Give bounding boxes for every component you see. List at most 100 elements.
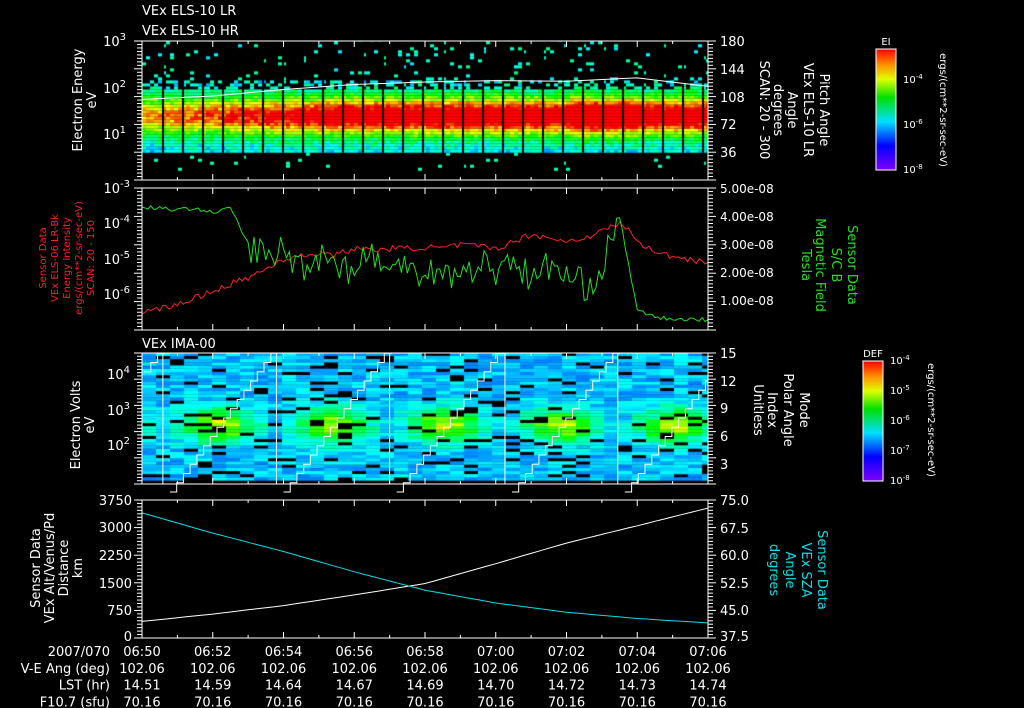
- els-rtick-label: 72: [720, 118, 737, 133]
- els-panel-frame: [141, 40, 709, 181]
- mag-panel-frame: [141, 187, 709, 331]
- mag-llabel: VEx ELS-06 LR-Bk: [50, 214, 61, 302]
- time-axis-value: 14.72: [548, 679, 585, 694]
- energy-intensity-line: [141, 221, 709, 315]
- mag-rtick-label: 1.00e-08: [720, 294, 774, 308]
- time-axis-value: 07:06: [689, 645, 726, 660]
- orbit-rtick-label: 75.0: [720, 494, 749, 509]
- polar-angle-index-line: [512, 352, 627, 493]
- orbit-llabel: Distance: [57, 540, 72, 597]
- orbit-rlabel: degrees: [766, 544, 781, 597]
- time-axis-value: 102.06: [544, 662, 590, 677]
- time-axis-value: 14.67: [336, 679, 373, 694]
- ima-title: VEx IMA-00: [142, 337, 216, 352]
- def-colorbar-tick: 10-7: [890, 444, 910, 457]
- ima-rtick-label: 15: [720, 347, 737, 362]
- time-axis-value: 07:02: [548, 645, 585, 660]
- els-rtick-label: 144: [720, 63, 745, 78]
- els-rlabel: degrees: [770, 84, 785, 137]
- polar-angle-index-line: [283, 352, 398, 493]
- axis-ticks: [134, 40, 716, 639]
- time-axis-value: 70.16: [123, 695, 160, 708]
- ima-yunits: eV: [83, 416, 98, 433]
- ima-ytick-label: 103: [107, 401, 130, 419]
- ima-spectrogram-image: [142, 353, 708, 484]
- time-axis-value: 102.06: [119, 662, 165, 677]
- time-axis-value: 07:04: [619, 645, 656, 660]
- time-axis-value: 102.06: [332, 662, 378, 677]
- mag-rtick-label: 3.00e-08: [720, 238, 774, 252]
- distance-line: [141, 507, 709, 622]
- ima-ytick-label: 102: [107, 436, 130, 454]
- ima-rlabel: Mode: [796, 392, 811, 427]
- ima-rlabel: Unitless: [750, 384, 765, 436]
- orbit-llabel: Sensor Data: [29, 528, 44, 608]
- time-axis-value: 102.06: [190, 662, 236, 677]
- mag-ytick-label: 10-6: [103, 285, 130, 303]
- polar-angle-index-line: [396, 352, 511, 493]
- orbit-rlabel: Angle: [782, 552, 797, 589]
- ei-colorbar-tick: 10-4: [903, 73, 923, 86]
- mag-rlabel: Tesla: [798, 248, 813, 281]
- els-yunits: eV: [85, 91, 100, 108]
- sza-line: [141, 512, 709, 624]
- mag-llabel: ergs/(cm**2-sr-sec-eV): [74, 201, 85, 315]
- def-colorbar-tick: 10-5: [890, 384, 910, 397]
- def-colorbar-tick: 10-6: [890, 414, 910, 427]
- mag-ytick-label: 10-3: [103, 179, 130, 197]
- time-axis-value: 14.73: [619, 679, 656, 694]
- orbit-rtick-label: 52.5: [720, 577, 749, 592]
- polar-angle-index-line: [169, 352, 285, 493]
- def-colorbar-tick: 10-4: [890, 354, 910, 367]
- time-axis-value: 102.06: [685, 662, 731, 677]
- time-axis-value: 14.74: [689, 679, 726, 694]
- orbit-ytick-label: 3750: [99, 494, 132, 509]
- mag-llabel: Energy Intensity: [62, 217, 73, 299]
- mag-rtick-label: 4.00e-08: [720, 210, 774, 224]
- time-axis-value: 70.16: [194, 695, 231, 708]
- ima-ylabel: Electron Volts: [69, 380, 84, 469]
- ima-rlabel: Polar Angle: [780, 373, 795, 446]
- els-rtick-label: 36: [720, 146, 737, 161]
- ima-rtick-label: 3: [720, 458, 728, 473]
- els-ytick-label: 102: [103, 79, 126, 97]
- ima-rtick-label: 6: [720, 430, 728, 445]
- els-title-hr: VEx ELS-10 HR: [142, 24, 239, 39]
- orbit-ytick-label: 2250: [99, 549, 132, 564]
- time-axis-row-label: LST (hr): [59, 679, 110, 694]
- time-axis-row-label: V-E Ang (deg): [21, 662, 110, 677]
- time-axis-value: 06:56: [336, 645, 373, 660]
- mag-rlabel: S/C B: [828, 248, 843, 283]
- def-colorbar-tick: 10-8: [890, 474, 910, 487]
- orbit-ytick-label: 750: [107, 604, 132, 619]
- mag-rtick-label: 2.00e-08: [720, 266, 774, 280]
- time-axis-row-label: 2007/070: [48, 645, 110, 660]
- time-axis-value: 14.64: [265, 679, 302, 694]
- ei-colorbar-units: ergs/(cm**2-sr-sec-eV): [937, 53, 948, 167]
- polar-angle-index-line: [144, 352, 171, 373]
- els-ytick-label: 103: [103, 32, 126, 50]
- time-axis-value: 70.16: [265, 695, 302, 708]
- ima-panel-frame: [141, 352, 709, 485]
- time-axis-value: 70.16: [336, 695, 373, 708]
- els-ytick-label: 101: [103, 125, 126, 143]
- time-axis-value: 70.16: [477, 695, 514, 708]
- time-axis-value: 102.06: [615, 662, 661, 677]
- time-axis-row-label: F10.7 (sfu): [40, 695, 110, 708]
- ima-ytick-label: 104: [107, 365, 130, 383]
- els-rlabel: VEx ELS-10 LR: [800, 63, 815, 157]
- orbit-rlabel: VEx SZA: [798, 543, 813, 598]
- time-axis-value: 06:58: [406, 645, 443, 660]
- time-axis-value: 102.06: [402, 662, 448, 677]
- time-axis-value: 06:54: [265, 645, 302, 660]
- orbit-ytick-label: 3000: [99, 521, 132, 536]
- ei-colorbar-title: EI: [881, 37, 890, 48]
- mag-llabel: Sensor Data: [38, 227, 49, 288]
- polar-angle-index-line: [624, 380, 708, 493]
- time-axis-value: 14.59: [194, 679, 231, 694]
- ima-rtick-label: 12: [720, 375, 737, 390]
- els-rtick-label: 180: [720, 35, 745, 50]
- time-axis-value: 06:50: [123, 645, 160, 660]
- ima-rtick-label: 9: [720, 402, 728, 417]
- orbit-rlabel: Sensor Data: [814, 530, 829, 610]
